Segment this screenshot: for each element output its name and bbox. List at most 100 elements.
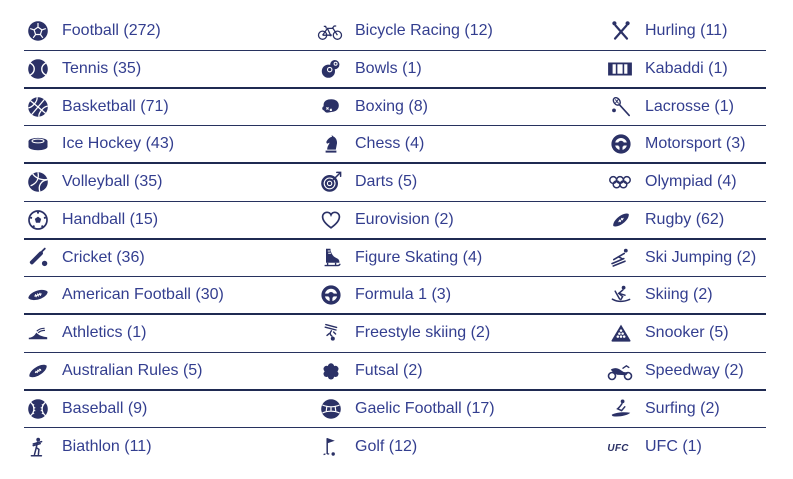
category-label: Football (272) <box>62 22 161 40</box>
table-row: Tennis (35) Bowls (1) Kabaddi (1) <box>24 51 766 89</box>
category-label: Darts (5) <box>355 173 418 191</box>
category-label: Lacrosse (1) <box>645 97 734 115</box>
table-row: Cricket (36) Figure Skating (4) Ski Jump… <box>24 240 766 278</box>
category-football[interactable]: Football (272) <box>24 13 293 50</box>
category-speedway[interactable]: Speedway (2) <box>583 353 766 389</box>
football-icon <box>24 19 50 43</box>
category-label: UFC (1) <box>645 438 702 456</box>
category-surfing[interactable]: Surfing (2) <box>583 391 766 428</box>
motorsport-icon <box>607 132 633 156</box>
category-ice-hockey[interactable]: Ice Hockey (43) <box>24 126 293 162</box>
category-label: Freestyle skiing (2) <box>355 324 491 342</box>
category-label: Speedway (2) <box>645 361 744 379</box>
category-kabaddi[interactable]: Kabaddi (1) <box>583 51 766 87</box>
category-hurling[interactable]: Hurling (11) <box>583 13 766 50</box>
category-formula-1[interactable]: Formula 1 (3) <box>293 277 583 313</box>
category-golf[interactable]: Golf (12) <box>293 428 583 466</box>
category-label: Bicycle Racing (12) <box>355 22 493 40</box>
category-label: Boxing (8) <box>355 97 428 115</box>
baseball-icon <box>24 397 50 421</box>
category-figure-skating[interactable]: Figure Skating (4) <box>293 240 583 277</box>
steering-wheel-icon <box>317 283 343 307</box>
category-label: Basketball (71) <box>62 97 169 115</box>
category-label: Surfing (2) <box>645 399 720 417</box>
category-rugby[interactable]: Rugby (62) <box>583 202 766 238</box>
tennis-icon <box>24 57 50 81</box>
category-olympiad[interactable]: Olympiad (4) <box>583 164 766 201</box>
darts-icon <box>317 170 343 194</box>
category-label: Hurling (11) <box>645 22 728 40</box>
sports-category-table: Football (272) Bicycle Racing (12) Hurli… <box>24 0 766 466</box>
category-label: Bowls (1) <box>355 59 422 77</box>
category-label: Formula 1 (3) <box>355 286 452 304</box>
bicycle-racing-icon <box>317 19 343 43</box>
category-label: Motorsport (3) <box>645 135 746 153</box>
category-label: Baseball (9) <box>62 399 148 417</box>
category-tennis[interactable]: Tennis (35) <box>24 51 293 87</box>
category-volleyball[interactable]: Volleyball (35) <box>24 164 293 201</box>
table-row: Biathlon (11) Golf (12) UFC UFC (1) <box>24 428 766 466</box>
hurling-icon <box>607 19 633 43</box>
american-football-icon <box>24 283 50 307</box>
category-label: Chess (4) <box>355 135 425 153</box>
category-bowls[interactable]: Bowls (1) <box>293 51 583 87</box>
category-biathlon[interactable]: Biathlon (11) <box>24 428 293 466</box>
category-eurovision[interactable]: Eurovision (2) <box>293 202 583 238</box>
table-row: American Football (30) Formula 1 (3) Ski… <box>24 277 766 315</box>
category-ufc[interactable]: UFC UFC (1) <box>583 428 766 466</box>
category-futsal[interactable]: Futsal (2) <box>293 353 583 389</box>
category-basketball[interactable]: Basketball (71) <box>24 89 293 126</box>
category-bicycle-racing[interactable]: Bicycle Racing (12) <box>293 13 583 50</box>
speedway-icon <box>607 359 633 383</box>
table-row: Basketball (71) Boxing (8) Lacrosse (1) <box>24 89 766 127</box>
biathlon-icon <box>24 435 50 459</box>
category-label: Olympiad (4) <box>645 173 737 191</box>
category-label: Figure Skating (4) <box>355 248 483 266</box>
category-gaelic-football[interactable]: Gaelic Football (17) <box>293 391 583 428</box>
category-boxing[interactable]: Boxing (8) <box>293 89 583 126</box>
category-australian-rules[interactable]: Australian Rules (5) <box>24 353 293 389</box>
category-label: Tennis (35) <box>62 59 142 77</box>
golf-flag-icon <box>317 435 343 459</box>
table-row: Baseball (9) Gaelic Football (17) Surfin… <box>24 391 766 429</box>
category-motorsport[interactable]: Motorsport (3) <box>583 126 766 162</box>
category-label: Eurovision (2) <box>355 210 454 228</box>
futsal-icon <box>317 359 343 383</box>
category-american-football[interactable]: American Football (30) <box>24 277 293 313</box>
category-label: Biathlon (11) <box>62 438 152 456</box>
category-freestyle-skiing[interactable]: Freestyle skiing (2) <box>293 315 583 352</box>
category-snooker[interactable]: Snooker (5) <box>583 315 766 352</box>
category-skiing[interactable]: Skiing (2) <box>583 277 766 313</box>
snooker-icon <box>607 321 633 345</box>
ski-jumping-icon <box>607 246 633 270</box>
category-label: Gaelic Football (17) <box>355 399 495 417</box>
category-cricket[interactable]: Cricket (36) <box>24 240 293 277</box>
category-ski-jumping[interactable]: Ski Jumping (2) <box>583 240 766 277</box>
handball-icon <box>24 208 50 232</box>
table-row: Handball (15) Eurovision (2) Rugby (62) <box>24 202 766 240</box>
kabaddi-icon <box>607 57 633 81</box>
boxing-icon <box>317 95 343 119</box>
table-row: Volleyball (35) Darts (5) Olympiad (4) <box>24 164 766 202</box>
category-label: Rugby (62) <box>645 210 725 228</box>
category-athletics[interactable]: Athletics (1) <box>24 315 293 352</box>
category-handball[interactable]: Handball (15) <box>24 202 293 238</box>
category-label: Handball (15) <box>62 210 159 228</box>
category-label: Skiing (2) <box>645 286 713 304</box>
table-row: Football (272) Bicycle Racing (12) Hurli… <box>24 13 766 51</box>
category-lacrosse[interactable]: Lacrosse (1) <box>583 89 766 126</box>
gaelic-football-icon <box>317 397 343 421</box>
category-label: Kabaddi (1) <box>645 59 728 77</box>
category-label: Athletics (1) <box>62 324 147 342</box>
rugby-icon <box>607 208 633 232</box>
category-darts[interactable]: Darts (5) <box>293 164 583 201</box>
lacrosse-icon <box>607 95 633 119</box>
cricket-icon <box>24 246 50 270</box>
category-baseball[interactable]: Baseball (9) <box>24 391 293 428</box>
table-row: Athletics (1) Freestyle skiing (2) Snook… <box>24 315 766 353</box>
volleyball-icon <box>24 170 50 194</box>
table-row: Ice Hockey (43) Chess (4) Motorsport (3) <box>24 126 766 164</box>
category-label: Cricket (36) <box>62 248 145 266</box>
surfing-icon <box>607 397 633 421</box>
category-chess[interactable]: Chess (4) <box>293 126 583 162</box>
